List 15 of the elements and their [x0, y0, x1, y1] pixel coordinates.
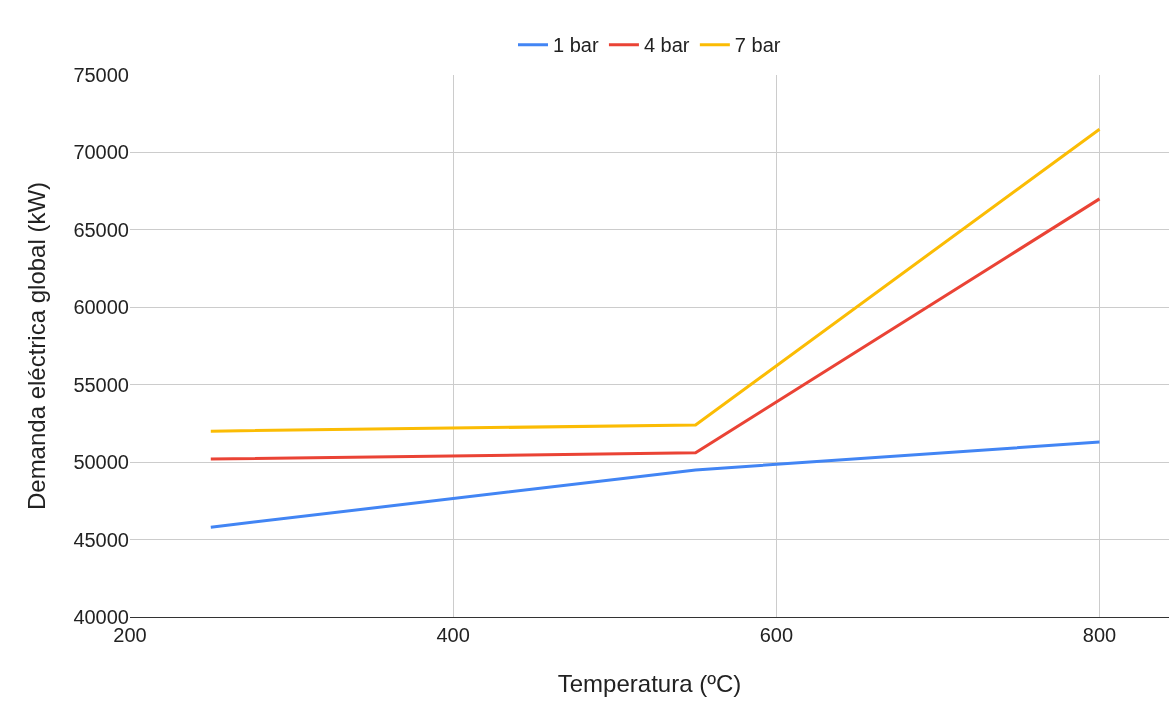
x-axis-title: Temperatura (ºC)	[557, 670, 742, 698]
legend-label: 1 bar	[553, 34, 599, 57]
legend-label: 7 bar	[734, 34, 781, 57]
y-tick-label: 60000	[73, 296, 129, 319]
y-tick-label: 55000	[73, 373, 129, 396]
y-tick-label: 50000	[73, 451, 129, 474]
x-tick-label: 400	[436, 624, 470, 646]
x-tick-label: 800	[1082, 624, 1117, 646]
y-tick-label: 45000	[73, 528, 129, 551]
y-tick-label: 75000	[73, 64, 129, 86]
y-axis-title: Demanda eléctrica global (kW)	[23, 181, 51, 511]
x-tick-label: 600	[759, 624, 794, 646]
y-tick-label: 65000	[73, 218, 129, 241]
legend-label: 4 bar	[643, 34, 690, 57]
y-tick-label: 70000	[73, 141, 129, 164]
